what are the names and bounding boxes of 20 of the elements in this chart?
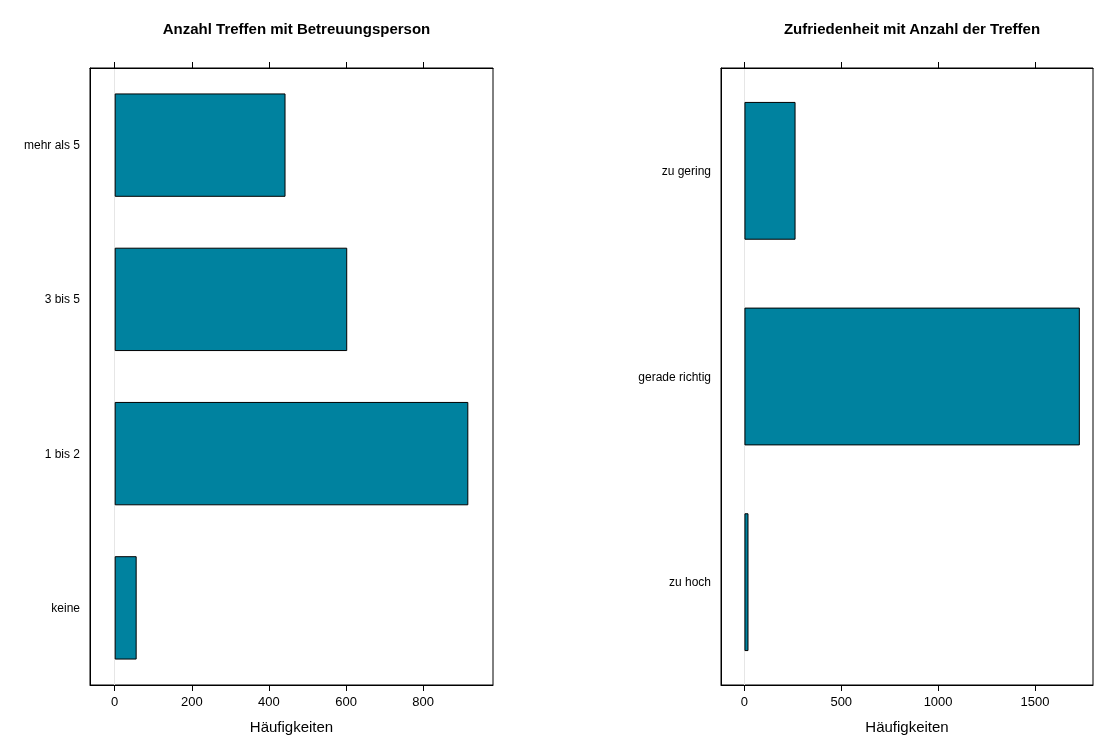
x-tick-label: 500	[830, 694, 853, 709]
y-tick-label: keine	[51, 600, 81, 615]
x-tick-label: 0	[740, 694, 749, 709]
x-tick-label: 1000	[923, 694, 953, 709]
x-tick-label: 400	[258, 694, 280, 709]
y-tick-label: zu gering	[661, 163, 711, 178]
x-tick-label: 600	[335, 694, 357, 709]
y-tick-label: 3 bis 5	[44, 292, 81, 307]
chart-title: Zufriedenheit mit Anzahl der Treffen	[783, 20, 1041, 37]
y-tick-label: 1 bis 2	[44, 446, 81, 461]
x-axis-title: Häufigkeiten	[249, 718, 334, 735]
y-tick-label: gerade richtig	[638, 369, 711, 384]
chart-title: Anzahl Treffen mit Betreuungsperson	[162, 20, 431, 37]
y-tick-label: mehr als 5	[23, 138, 81, 153]
x-tick-label: 200	[180, 694, 203, 709]
x-axis-title: Häufigkeiten	[865, 718, 949, 735]
x-tick-label: 1500	[1020, 694, 1050, 709]
y-tick-label: zu hoch	[668, 575, 711, 590]
x-tick-label: 800	[412, 694, 435, 709]
x-tick-label: 0	[111, 694, 119, 709]
